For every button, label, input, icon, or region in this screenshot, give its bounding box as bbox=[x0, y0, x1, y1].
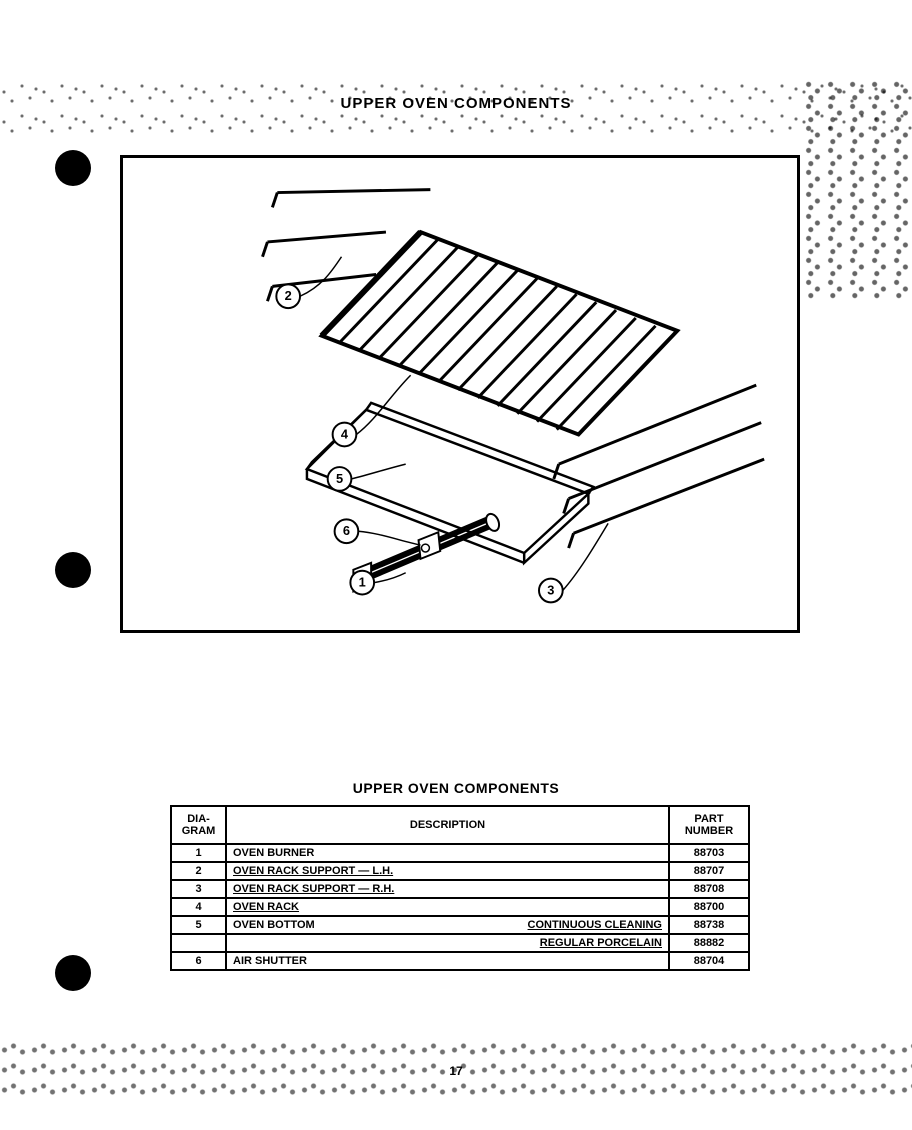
rack-support-rh bbox=[554, 385, 764, 548]
cell-part-number: 88738 bbox=[669, 916, 749, 934]
svg-text:6: 6 bbox=[343, 523, 350, 538]
cell-part-number: 88882 bbox=[669, 934, 749, 952]
cell-diagram-number: 4 bbox=[171, 898, 226, 916]
binder-hole-icon bbox=[55, 955, 91, 991]
table-title: UPPER OVEN COMPONENTS bbox=[353, 780, 560, 796]
scan-noise-bottom bbox=[0, 1040, 912, 1095]
table-row: 6AIR SHUTTER88704 bbox=[171, 952, 749, 970]
cell-description: OVEN BOTTOMCONTINUOUS CLEANING bbox=[226, 916, 669, 934]
cell-diagram-number: 2 bbox=[171, 862, 226, 880]
cell-part-number: 88707 bbox=[669, 862, 749, 880]
cell-description: OVEN RACK SUPPORT — L.H. bbox=[226, 862, 669, 880]
cell-diagram-number bbox=[171, 934, 226, 952]
table-header-row: DIA-GRAM DESCRIPTION PARTNUMBER bbox=[171, 806, 749, 844]
callout-5: 5 bbox=[328, 467, 352, 491]
cell-description: REGULAR PORCELAIN bbox=[226, 934, 669, 952]
cell-part-number: 88700 bbox=[669, 898, 749, 916]
page-title: UPPER OVEN COMPONENTS bbox=[340, 95, 571, 112]
table-row: 1OVEN BURNER88703 bbox=[171, 844, 749, 862]
table-row: 4OVEN RACK88700 bbox=[171, 898, 749, 916]
svg-text:1: 1 bbox=[359, 575, 366, 590]
col-header-part: PARTNUMBER bbox=[669, 806, 749, 844]
cell-diagram-number: 3 bbox=[171, 880, 226, 898]
table-row: REGULAR PORCELAIN88882 bbox=[171, 934, 749, 952]
cell-diagram-number: 6 bbox=[171, 952, 226, 970]
col-header-diagram: DIA-GRAM bbox=[171, 806, 226, 844]
binder-hole-icon bbox=[55, 150, 91, 186]
table-row: 2OVEN RACK SUPPORT — L.H.88707 bbox=[171, 862, 749, 880]
scan-noise-right bbox=[802, 80, 912, 300]
binder-hole-icon bbox=[55, 552, 91, 588]
svg-text:3: 3 bbox=[547, 582, 554, 597]
callout-2: 2 bbox=[276, 284, 300, 308]
cell-part-number: 88708 bbox=[669, 880, 749, 898]
table-row: 3OVEN RACK SUPPORT — R.H.88708 bbox=[171, 880, 749, 898]
callout-3: 3 bbox=[539, 579, 563, 603]
svg-text:2: 2 bbox=[285, 288, 292, 303]
cell-part-number: 88703 bbox=[669, 844, 749, 862]
cell-diagram-number: 5 bbox=[171, 916, 226, 934]
svg-text:4: 4 bbox=[341, 426, 349, 441]
callout-1: 1 bbox=[350, 571, 374, 595]
cell-description: OVEN RACK bbox=[226, 898, 669, 916]
exploded-diagram: 1 2 3 4 5 6 bbox=[120, 155, 800, 633]
cell-description: OVEN BURNER bbox=[226, 844, 669, 862]
table-row: 5OVEN BOTTOMCONTINUOUS CLEANING88738 bbox=[171, 916, 749, 934]
cell-part-number: 88704 bbox=[669, 952, 749, 970]
cell-description: OVEN RACK SUPPORT — R.H. bbox=[226, 880, 669, 898]
page: UPPER OVEN COMPONENTS bbox=[0, 0, 912, 1130]
col-header-description: DESCRIPTION bbox=[226, 806, 669, 844]
parts-table: DIA-GRAM DESCRIPTION PARTNUMBER 1OVEN BU… bbox=[170, 805, 750, 971]
svg-text:5: 5 bbox=[336, 471, 343, 486]
cell-diagram-number: 1 bbox=[171, 844, 226, 862]
cell-description: AIR SHUTTER bbox=[226, 952, 669, 970]
callout-6: 6 bbox=[335, 519, 359, 543]
diagram-svg: 1 2 3 4 5 6 bbox=[123, 158, 797, 630]
callout-4: 4 bbox=[333, 423, 357, 447]
